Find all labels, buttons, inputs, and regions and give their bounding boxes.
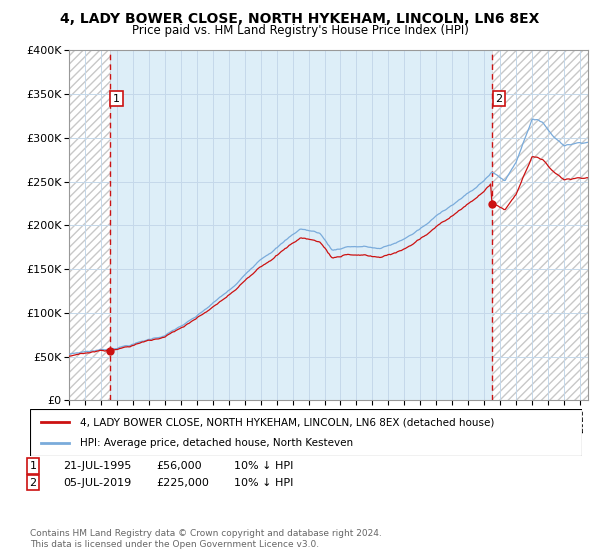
Bar (69, 50, 110, 400)
Text: 10% ↓ HPI: 10% ↓ HPI (234, 461, 293, 471)
Text: 1: 1 (113, 94, 120, 104)
Text: 21-JUL-1995: 21-JUL-1995 (63, 461, 131, 471)
Text: £225,000: £225,000 (156, 478, 209, 488)
Bar (69, 50, 110, 400)
Text: 4, LADY BOWER CLOSE, NORTH HYKEHAM, LINCOLN, LN6 8EX: 4, LADY BOWER CLOSE, NORTH HYKEHAM, LINC… (61, 12, 539, 26)
Text: 10% ↓ HPI: 10% ↓ HPI (234, 478, 293, 488)
Bar (493, 50, 588, 400)
Text: £56,000: £56,000 (156, 461, 202, 471)
Text: 2: 2 (496, 94, 503, 104)
Text: 4, LADY BOWER CLOSE, NORTH HYKEHAM, LINCOLN, LN6 8EX (detached house): 4, LADY BOWER CLOSE, NORTH HYKEHAM, LINC… (80, 417, 494, 427)
Text: Price paid vs. HM Land Registry's House Price Index (HPI): Price paid vs. HM Land Registry's House … (131, 24, 469, 36)
Text: 1: 1 (29, 461, 37, 471)
Text: Contains HM Land Registry data © Crown copyright and database right 2024.
This d: Contains HM Land Registry data © Crown c… (30, 529, 382, 549)
Bar (493, 50, 588, 400)
Text: 2: 2 (29, 478, 37, 488)
Text: 05-JUL-2019: 05-JUL-2019 (63, 478, 131, 488)
Text: HPI: Average price, detached house, North Kesteven: HPI: Average price, detached house, Nort… (80, 438, 353, 448)
